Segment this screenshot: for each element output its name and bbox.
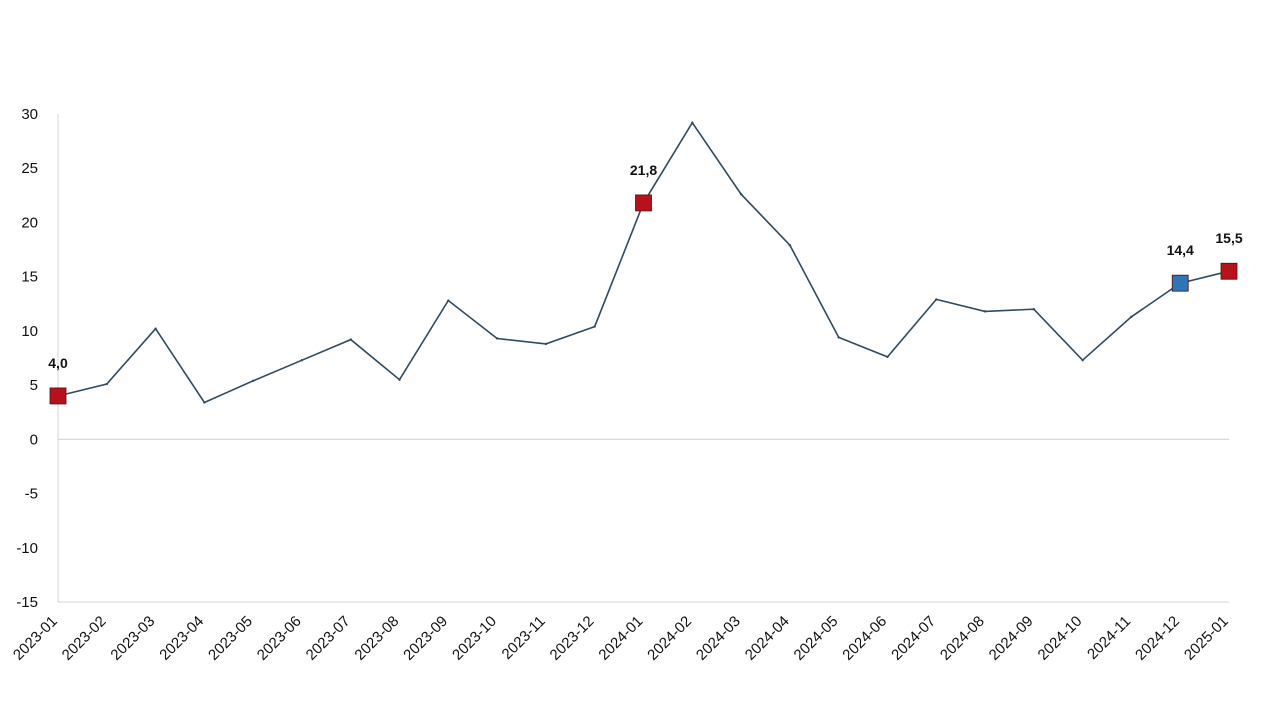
data-point bbox=[544, 342, 548, 346]
data-point bbox=[1130, 315, 1133, 318]
highlight-marker bbox=[1171, 274, 1189, 292]
x-tick-label: 2023-01 bbox=[10, 613, 61, 664]
data-point bbox=[1081, 358, 1084, 362]
data-point bbox=[300, 358, 304, 362]
data-point bbox=[398, 378, 401, 381]
data-point bbox=[251, 379, 255, 382]
x-tick-label: 2024-06 bbox=[839, 613, 890, 664]
data-point bbox=[203, 401, 206, 404]
y-tick-label: 0 bbox=[30, 431, 38, 448]
markers-layer bbox=[49, 194, 1238, 405]
x-tick-label: 2024-11 bbox=[1084, 613, 1134, 663]
y-tick-label: -10 bbox=[16, 540, 38, 557]
y-tick-label: 20 bbox=[21, 214, 38, 231]
data-point bbox=[447, 299, 450, 302]
data-point bbox=[739, 193, 743, 196]
data-point bbox=[837, 336, 840, 339]
data-point bbox=[495, 337, 499, 340]
y-tick-label: -5 bbox=[25, 486, 38, 503]
x-tick-label: 2024-07 bbox=[888, 613, 939, 664]
y-tick-label: -15 bbox=[16, 594, 38, 611]
x-tick-label: 2024-09 bbox=[986, 613, 1037, 664]
x-tick-label: 2023-08 bbox=[351, 613, 402, 664]
labels-layer: 4,0 21,8 14,4 15,5 bbox=[48, 162, 1243, 371]
data-point bbox=[349, 338, 352, 341]
y-tick-label: 30 bbox=[21, 106, 38, 123]
y-tick-label: 25 bbox=[21, 160, 38, 177]
data-label: 21,8 bbox=[630, 162, 657, 178]
x-tick-label: 2024-03 bbox=[693, 613, 744, 664]
data-point bbox=[154, 327, 157, 330]
highlight-marker bbox=[1220, 262, 1238, 280]
y-tick-label: 10 bbox=[21, 323, 38, 340]
highlight-marker bbox=[635, 194, 652, 212]
x-tick-label: 2023-03 bbox=[107, 613, 158, 664]
highlight-marker bbox=[49, 387, 67, 405]
x-tick-label: 2023-02 bbox=[59, 613, 110, 664]
x-tick-label: 2024-01 bbox=[595, 613, 646, 664]
x-tick-label: 2024-10 bbox=[1034, 613, 1085, 664]
data-label: 15,5 bbox=[1215, 230, 1242, 246]
x-tick-label: 2023-12 bbox=[547, 613, 598, 664]
data-point bbox=[983, 310, 987, 313]
x-tick-label: 2023-10 bbox=[449, 613, 500, 664]
y-tick-label: 15 bbox=[21, 269, 38, 286]
data-label: 4,0 bbox=[48, 355, 68, 371]
data-point bbox=[593, 325, 596, 328]
data-point bbox=[788, 244, 792, 247]
data-point bbox=[691, 121, 694, 124]
x-tick-label: 2023-06 bbox=[254, 613, 305, 664]
x-tick-label: 2024-02 bbox=[644, 613, 695, 664]
x-tick-label: 2023-11 bbox=[499, 613, 549, 663]
x-tick-label: 2024-05 bbox=[791, 613, 842, 664]
data-point bbox=[105, 382, 108, 386]
x-tick-label: 2023-07 bbox=[303, 613, 354, 664]
x-tick-label: 2023-05 bbox=[205, 613, 256, 664]
x-tick-label: 2023-09 bbox=[400, 613, 451, 664]
x-tick-label: 2024-08 bbox=[937, 613, 988, 664]
data-point bbox=[935, 298, 938, 301]
y-tick-label: 5 bbox=[30, 377, 38, 394]
x-tick-label: 2024-12 bbox=[1132, 613, 1183, 664]
x-tick-label: 2024-04 bbox=[742, 613, 793, 664]
x-tick-label: 2025-01 bbox=[1181, 613, 1232, 664]
data-label: 14,4 bbox=[1167, 242, 1194, 258]
data-point bbox=[1032, 308, 1036, 311]
x-tick-label: 2023-04 bbox=[156, 613, 207, 664]
data-point bbox=[886, 355, 889, 359]
